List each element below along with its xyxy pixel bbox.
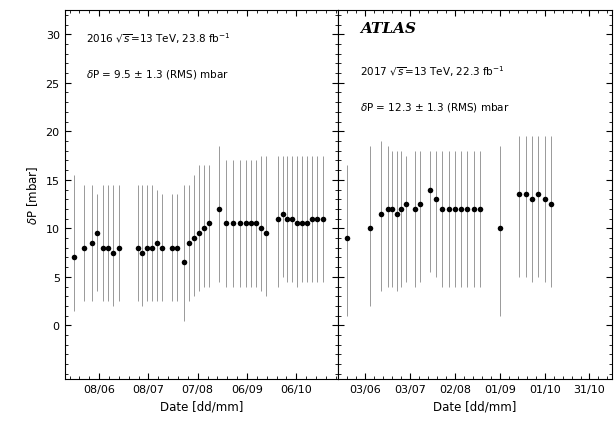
X-axis label: Date [dd/mm]: Date [dd/mm]	[434, 399, 517, 412]
Text: 2017 $\sqrt{s}$=13 TeV, 22.3 fb$^{-1}$: 2017 $\sqrt{s}$=13 TeV, 22.3 fb$^{-1}$	[360, 64, 505, 79]
X-axis label: Date [dd/mm]: Date [dd/mm]	[160, 399, 243, 412]
Text: ATLAS: ATLAS	[360, 22, 416, 36]
Text: $\delta$P = 9.5 ± 1.3 (RMS) mbar: $\delta$P = 9.5 ± 1.3 (RMS) mbar	[87, 68, 229, 81]
Y-axis label: $\delta$P [mbar]: $\delta$P [mbar]	[25, 166, 40, 224]
Text: 2016 $\sqrt{s}$=13 TeV, 23.8 fb$^{-1}$: 2016 $\sqrt{s}$=13 TeV, 23.8 fb$^{-1}$	[87, 31, 231, 46]
Text: $\delta$P = 12.3 ± 1.3 (RMS) mbar: $\delta$P = 12.3 ± 1.3 (RMS) mbar	[360, 101, 510, 114]
